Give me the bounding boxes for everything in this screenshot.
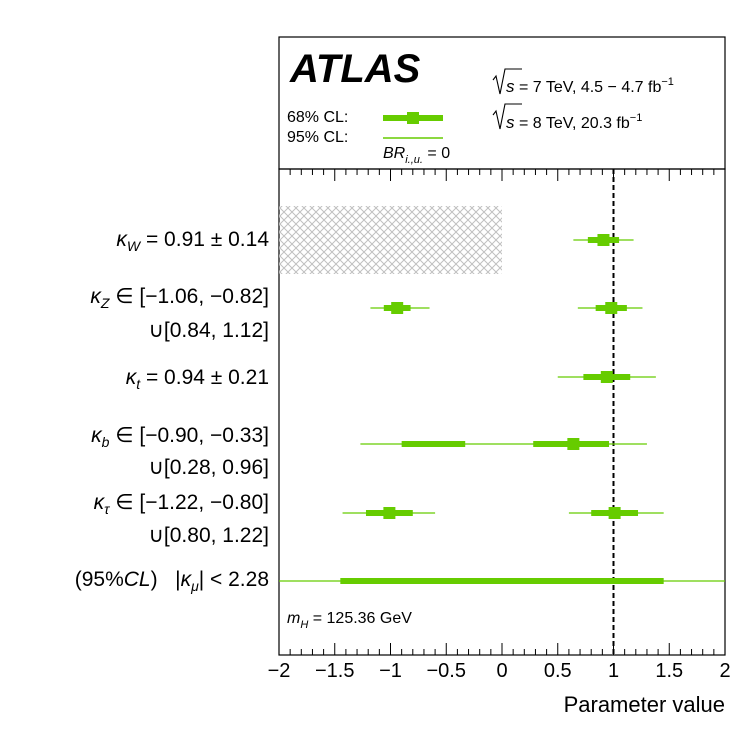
x-tick-label: 1 bbox=[608, 660, 619, 682]
x-tick-label: −1 bbox=[379, 660, 402, 682]
legend-95cl-label: 95% CL: bbox=[287, 129, 348, 146]
experiment-logo: ATLAS bbox=[289, 47, 421, 91]
excluded-region-kW bbox=[279, 206, 502, 274]
svg-text:s: s bbox=[506, 113, 515, 132]
central-value-kb bbox=[567, 438, 580, 450]
central-value-kW bbox=[597, 234, 610, 246]
svg-text:= 7 TeV, 4.5 − 4.7 fb−1: = 7 TeV, 4.5 − 4.7 fb−1 bbox=[519, 76, 674, 96]
interval-marks bbox=[279, 234, 725, 584]
svg-text:= 8 TeV, 20.3 fb−1: = 8 TeV, 20.3 fb−1 bbox=[519, 112, 642, 132]
central-value-kZ bbox=[605, 302, 618, 314]
row-label-ktau-union: ∪[0.80, 1.22] bbox=[148, 524, 269, 547]
legend-68cl-label: 68% CL: bbox=[287, 109, 348, 126]
row-label-kt: κt = 0.94 ± 0.21 bbox=[125, 366, 269, 392]
x-axis-title: Parameter value bbox=[564, 692, 725, 717]
energy-label-8tev: s = 8 TeV, 20.3 fb−1 bbox=[492, 103, 642, 132]
row-label-kmu: (95%CL) |κμ| < 2.28 bbox=[74, 568, 269, 594]
x-tick-label: −2 bbox=[268, 660, 291, 682]
excluded-regions bbox=[279, 206, 502, 274]
energy-label-7tev: s = 7 TeV, 4.5 − 4.7 fb−1 bbox=[492, 68, 674, 96]
row-label-kz: κZ ∈ [−1.06, −0.82] bbox=[90, 285, 269, 311]
row-label-kz-union: ∪[0.84, 1.12] bbox=[148, 319, 269, 342]
row-label-kb-union: ∪[0.28, 0.96] bbox=[148, 456, 269, 479]
x-tick-label: −1.5 bbox=[315, 660, 354, 682]
central-value-ktau bbox=[383, 507, 396, 519]
mass-label: mH = 125.36 GeV bbox=[287, 610, 412, 631]
row-label-kb: κb ∈ [−0.90, −0.33] bbox=[91, 424, 269, 450]
central-value-kt bbox=[600, 371, 613, 383]
central-value-ktau bbox=[608, 507, 621, 519]
legend-br-label: BRi.,u. = 0 bbox=[383, 145, 450, 166]
x-tick-label: 2 bbox=[719, 660, 730, 682]
x-tick-labels: −2 −1.5 −1 −0.5 0 0.5 1 1.5 2 bbox=[268, 660, 731, 682]
row-label-ktau: κτ ∈ [−1.22, −0.80] bbox=[93, 491, 269, 517]
central-value-kZ bbox=[391, 302, 404, 314]
x-tick-label: 0 bbox=[496, 660, 507, 682]
x-tick-label: 1.5 bbox=[655, 660, 683, 682]
x-tick-label: −0.5 bbox=[427, 660, 466, 682]
row-label-kw: κW = 0.91 ± 0.14 bbox=[116, 228, 269, 254]
svg-text:s: s bbox=[506, 77, 515, 96]
x-axis-ticks bbox=[278, 169, 726, 655]
legend-68cl-swatch bbox=[383, 112, 443, 124]
x-tick-label: 0.5 bbox=[544, 660, 572, 682]
